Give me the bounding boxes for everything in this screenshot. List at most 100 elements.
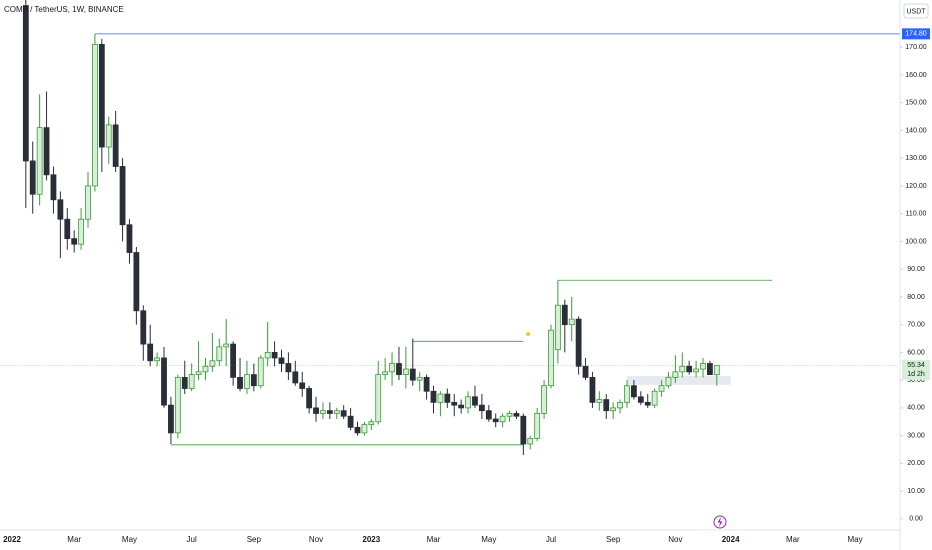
marker	[526, 332, 530, 336]
candle-body	[451, 401, 458, 406]
candle-body	[147, 343, 154, 362]
candle-body	[693, 368, 699, 373]
candle-body	[181, 376, 188, 389]
candle-body	[257, 357, 264, 387]
plot-area	[0, 0, 900, 456]
currency-label: USDT	[906, 8, 926, 15]
candle-body	[202, 365, 209, 373]
x-tick-label: Jul	[187, 535, 197, 544]
candle-body	[472, 396, 478, 406]
candle-body	[485, 410, 492, 420]
candle-body	[333, 410, 340, 414]
candle-body	[85, 185, 91, 220]
candle-body	[209, 360, 216, 367]
candle-body	[700, 363, 706, 370]
candle-body	[561, 304, 568, 326]
y-tick-label: 160.00	[905, 72, 927, 79]
candle-body	[444, 393, 451, 403]
level-price-tag	[902, 28, 930, 40]
x-tick-label: 2022	[3, 535, 21, 544]
candle-body	[409, 368, 416, 381]
y-tick-label: 110.00	[906, 211, 927, 218]
candle-body	[458, 404, 465, 409]
candle-body	[644, 401, 651, 406]
candle-body	[631, 385, 637, 398]
candle-body	[382, 371, 389, 376]
candle-body	[285, 363, 292, 373]
candle-body	[707, 363, 713, 376]
x-tick-label: Sep	[247, 535, 262, 544]
candle-body	[368, 421, 375, 425]
last-price-label: 55.34	[907, 362, 925, 369]
candle-body	[402, 368, 409, 376]
y-tick-label: 0.00	[909, 516, 923, 523]
candle-body	[389, 363, 395, 373]
y-tick-label: 120.00	[905, 183, 927, 190]
candle-body	[596, 399, 603, 403]
candle-body	[119, 166, 126, 226]
candle-body	[361, 424, 368, 434]
candle-body	[126, 224, 133, 253]
candle-body	[610, 407, 617, 412]
candle-body	[161, 357, 167, 406]
candle-body	[534, 413, 541, 439]
y-tick-label: 140.00	[905, 127, 927, 134]
candle-body	[36, 127, 43, 195]
x-tick-label: Sep	[606, 535, 621, 544]
candle-body	[244, 374, 250, 389]
y-tick-label: 90.00	[907, 266, 925, 273]
candle-body	[520, 415, 527, 445]
candle-body	[320, 410, 326, 414]
x-tick-label: Jul	[546, 535, 556, 544]
candle-body	[582, 365, 589, 378]
candle-body	[188, 374, 195, 389]
currency-button[interactable]	[903, 3, 929, 19]
candle-body	[499, 415, 506, 423]
candle-body	[195, 371, 202, 376]
candle-body	[306, 388, 313, 409]
candle-body	[658, 385, 665, 392]
x-tick-label: Nov	[668, 535, 682, 544]
y-tick-label: 10.00	[907, 488, 925, 495]
y-tick-label: 170.00	[905, 44, 927, 51]
candle-body	[78, 218, 84, 245]
candle-body	[264, 352, 271, 359]
candle-body	[589, 376, 596, 403]
last-price-tag	[902, 359, 930, 380]
candle-body	[506, 413, 513, 417]
x-tick-label: Nov	[309, 535, 323, 544]
candle-body	[313, 407, 319, 414]
y-tick-label: 30.00	[907, 432, 925, 439]
x-tick-label: Mar	[427, 535, 441, 544]
candle-body	[492, 418, 499, 423]
candle-body	[672, 371, 679, 378]
candle-body	[416, 376, 423, 381]
candle-body	[637, 396, 644, 403]
candle-body	[250, 374, 257, 387]
candle-body	[278, 357, 285, 364]
candle-body	[326, 410, 333, 414]
candle-body	[575, 318, 582, 367]
candle-body	[437, 393, 444, 403]
candle-body	[340, 410, 347, 417]
candle-body	[548, 329, 554, 387]
candle-body	[423, 376, 430, 392]
chart-title: COMP / TetherUS, 1W, BINANCE	[4, 5, 124, 14]
candle-body	[292, 371, 299, 384]
candle-body	[375, 374, 382, 423]
candle-body	[271, 352, 278, 359]
event-icon-bolt	[717, 517, 723, 527]
level-price-label: 174.80	[905, 31, 927, 38]
candle-body	[168, 404, 174, 434]
candle-body	[112, 124, 119, 167]
candle-body	[347, 415, 354, 428]
candle-body	[430, 390, 437, 403]
candle-body	[354, 426, 361, 434]
candle-body	[57, 199, 64, 220]
candle-body	[299, 382, 306, 389]
y-tick-label: 50.00	[907, 377, 925, 384]
candle-body	[679, 365, 686, 373]
candle-body	[527, 438, 534, 445]
